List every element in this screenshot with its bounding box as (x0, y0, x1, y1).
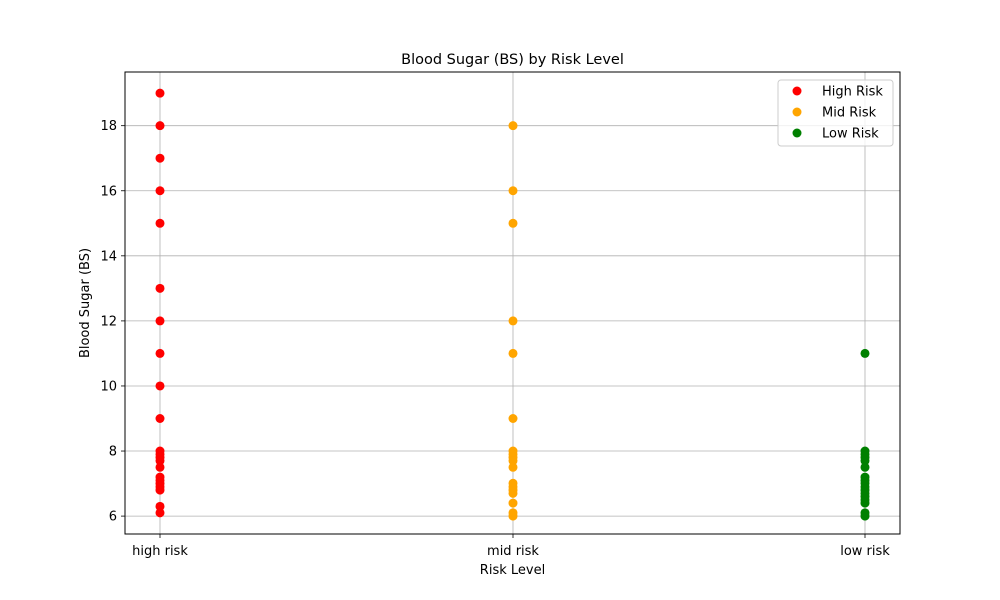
legend-label: Mid Risk (822, 106, 877, 121)
y-tick-label: 6 (109, 510, 117, 525)
data-point (508, 488, 518, 498)
y-tick-label: 10 (100, 379, 117, 394)
data-point (508, 121, 518, 131)
y-tick-label: 14 (100, 249, 117, 264)
y-tick-label: 18 (100, 119, 117, 134)
data-point (860, 456, 870, 466)
y-tick-label: 12 (100, 314, 117, 329)
y-axis-label: Blood Sugar (BS) (78, 248, 93, 358)
data-point (508, 511, 518, 521)
data-point (155, 218, 165, 228)
data-point (155, 121, 165, 131)
x-tick-label: low risk (840, 544, 890, 559)
data-point (508, 218, 518, 228)
x-tick-label: mid risk (487, 544, 539, 559)
data-point (155, 414, 165, 423)
plot-area-frame (124, 71, 901, 535)
data-point (155, 283, 165, 293)
data-point (508, 348, 518, 358)
axis-ticks: high risk mid risk low risk 6 8 10 12 14 16 18 (100, 119, 890, 559)
data-point (508, 186, 518, 196)
legend-label: High Risk (822, 85, 883, 100)
legend-box (777, 79, 894, 147)
chart-title: Blood Sugar (BS) by Risk Level (401, 52, 624, 68)
data-point (860, 462, 870, 472)
data-point (508, 456, 518, 466)
data-point (155, 462, 165, 472)
data-point (508, 462, 518, 472)
data-point (155, 485, 165, 495)
x-tick-label: high risk (132, 544, 188, 559)
data-point (508, 498, 518, 508)
data-point (155, 88, 165, 98)
data-point (155, 456, 165, 466)
data-point (155, 348, 165, 358)
y-tick-label: 16 (100, 184, 117, 199)
data-point (155, 508, 165, 518)
y-tick-label: 8 (109, 445, 117, 460)
legend: High Risk Mid Risk Low Risk (777, 79, 894, 147)
data-point (860, 498, 870, 508)
legend-marker (792, 107, 802, 117)
data-point (155, 501, 165, 511)
data-point (860, 348, 870, 358)
legend-label: Low Risk (822, 127, 879, 142)
data-point (155, 186, 165, 196)
data-point (155, 153, 165, 163)
x-axis-label: Risk Level (480, 563, 545, 578)
data-point (860, 511, 870, 521)
legend-marker (792, 128, 802, 138)
data-points (155, 88, 870, 521)
data-point (508, 414, 518, 423)
data-point (155, 381, 165, 391)
data-point (155, 316, 165, 326)
data-point (508, 316, 518, 326)
legend-marker (792, 86, 802, 96)
